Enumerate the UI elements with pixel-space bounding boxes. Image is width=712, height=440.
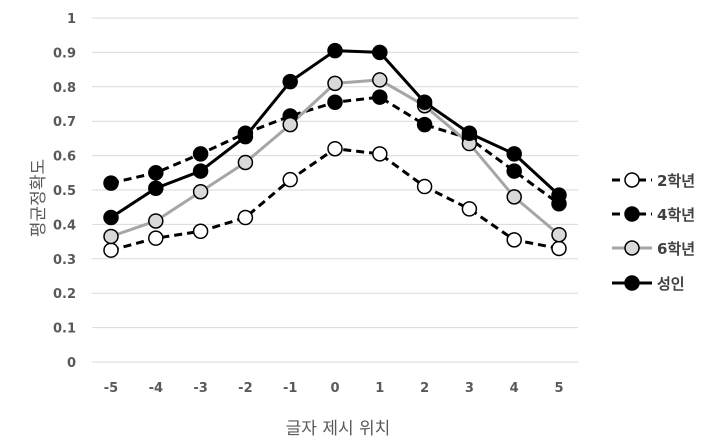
series-0-point-7: [416, 178, 433, 195]
y-tick-label-2: 0.2: [53, 287, 76, 302]
x-axis-ticks: -5 -4 -3 -2 -1 0 1 2 3 4 5: [104, 381, 564, 396]
series-2-point-3: [237, 154, 254, 171]
series-2-point-10: [551, 226, 567, 243]
series-0-point-2: [192, 223, 209, 240]
gridlines: [92, 17, 578, 363]
y-tick-label-9: 0.9: [53, 46, 76, 61]
y-tick-label-8: 0.8: [53, 81, 76, 96]
x-tick-label-5: 0: [330, 381, 339, 396]
series-2-point-6: [372, 72, 388, 88]
series-2-point-5: [327, 75, 343, 92]
y-tick-label-7: 0.7: [53, 115, 76, 130]
y-tick-label-6: 0.6: [53, 150, 76, 165]
x-axis-title: 글자 제시 위치: [286, 419, 391, 439]
series-3-point-4: [282, 73, 298, 90]
legend-label-3: 성인: [657, 275, 685, 293]
series-0-point-5: [327, 140, 343, 157]
series-2-point-9: [506, 189, 522, 205]
series-3-point-0: [103, 209, 119, 226]
series-group: [103, 42, 567, 258]
y-axis-ticks: 0 0.1 0.2 0.3 0.4 0.5 0.6 0.7 0.8 0.9 1: [53, 12, 76, 371]
series-1-point-6: [372, 89, 388, 105]
series-0-point-1: [148, 230, 164, 246]
legend-marker-1: [624, 206, 640, 222]
series-3-point-8: [461, 125, 478, 141]
series-0-point-0: [103, 242, 119, 258]
series-1-point-7: [416, 116, 433, 133]
x-tick-label-8: 3: [465, 381, 474, 396]
series-2-point-4: [282, 116, 298, 133]
series-2-point-2: [192, 183, 209, 200]
series-1-point-1: [148, 165, 164, 181]
legend-marker-2: [624, 240, 640, 256]
series-1-point-5: [327, 94, 343, 111]
series-1-point-9: [506, 163, 522, 179]
x-tick-label-0: -5: [104, 381, 118, 396]
y-tick-label-0: 0: [67, 356, 76, 371]
legend-label-1: 4학년: [657, 206, 695, 224]
series-2-point-0: [103, 228, 119, 245]
series-0-point-4: [282, 171, 298, 188]
series-2-point-1: [148, 213, 164, 229]
y-axis-title: 평균정확도: [29, 159, 49, 237]
x-tick-label-1: -4: [149, 381, 163, 396]
x-tick-label-6: 1: [375, 381, 384, 396]
x-tick-label-2: -3: [193, 381, 207, 396]
series-3-point-3: [237, 128, 254, 145]
y-tick-label-3: 0.3: [53, 253, 76, 268]
series-1-point-2: [192, 146, 209, 162]
series-3-point-5: [327, 42, 343, 59]
x-tick-label-4: -1: [283, 381, 297, 396]
series-0-point-8: [461, 201, 478, 217]
series-3-point-1: [148, 180, 164, 197]
legend-marker-0: [624, 172, 640, 188]
series-3-point-10: [551, 187, 567, 203]
series-3-point-7: [416, 94, 433, 111]
series-3-point-9: [506, 146, 522, 162]
legend-marker-3: [624, 275, 640, 291]
y-tick-label-1: 0.1: [53, 322, 76, 337]
legend-label-0: 2학년: [657, 172, 695, 190]
series-0-point-9: [506, 232, 522, 248]
x-tick-label-9: 4: [510, 381, 519, 396]
series-0-point-10: [551, 240, 567, 257]
x-tick-label-3: -2: [238, 381, 252, 396]
series-3-point-6: [372, 44, 388, 61]
x-tick-label-7: 2: [420, 381, 429, 396]
series-0-point-6: [372, 146, 388, 162]
y-tick-label-10: 1: [67, 12, 76, 27]
series-0-point-3: [237, 209, 254, 226]
y-tick-label-5: 0.5: [53, 184, 76, 199]
legend-label-2: 6학년: [657, 240, 695, 258]
series-3-point-2: [192, 163, 209, 179]
x-tick-label-10: 5: [554, 381, 563, 396]
y-tick-label-4: 0.4: [53, 218, 76, 233]
series-1-point-0: [103, 175, 119, 191]
